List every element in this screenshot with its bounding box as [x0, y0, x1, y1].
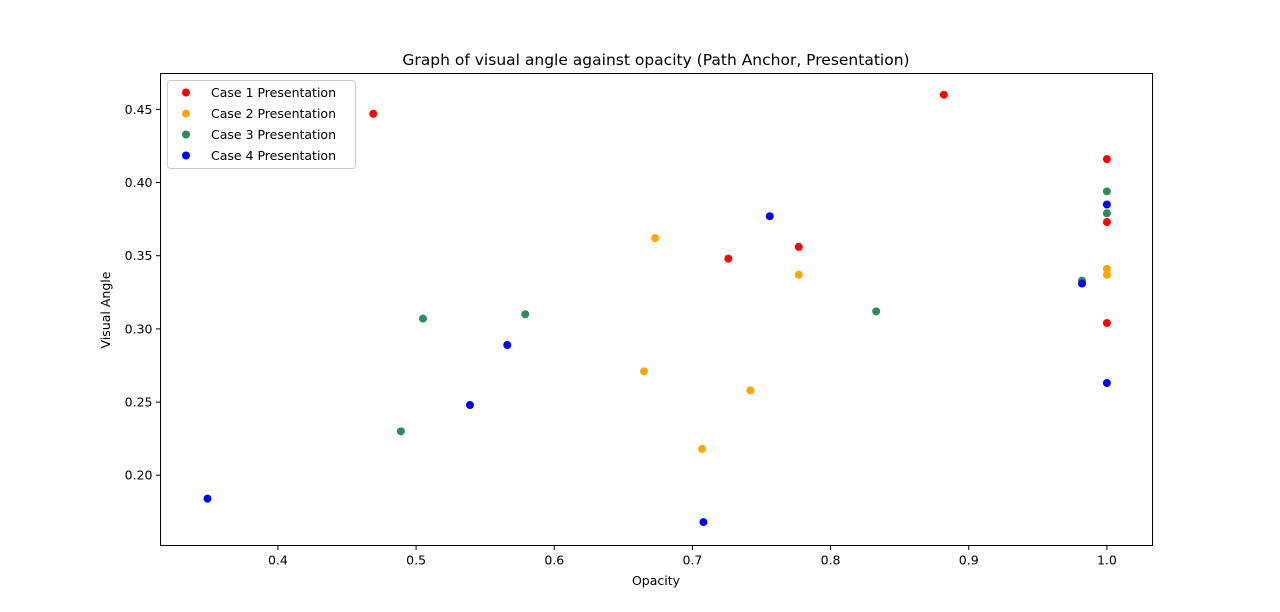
data-point-case-4 — [699, 518, 708, 527]
x-axis-label: Opacity — [632, 573, 681, 588]
data-point-case-3 — [396, 427, 405, 436]
data-point-case-4 — [1102, 200, 1111, 209]
x-tick-label: 1.0 — [1097, 553, 1117, 568]
data-point-case-4 — [1078, 279, 1087, 288]
legend-marker — [182, 130, 190, 139]
data-point-case-3 — [1102, 209, 1111, 218]
y-tick-label: 0.35 — [125, 248, 153, 263]
legend-marker — [182, 151, 190, 160]
data-point-case-4 — [465, 400, 474, 409]
legend-label: Case 2 Presentation — [211, 106, 336, 121]
data-point-case-2 — [746, 386, 755, 395]
y-tick-label: 0.45 — [125, 102, 153, 117]
legend-label: Case 3 Presentation — [211, 127, 336, 142]
x-tick-label: 0.4 — [268, 553, 288, 568]
x-tick-label: 0.9 — [959, 553, 979, 568]
y-tick-label: 0.30 — [125, 321, 153, 336]
y-tick-label: 0.40 — [125, 175, 153, 190]
legend-box — [167, 80, 356, 169]
x-tick-label: 0.7 — [682, 553, 702, 568]
x-tick-label: 0.8 — [821, 553, 841, 568]
data-point-case-1 — [1102, 319, 1111, 328]
plot-frame — [160, 73, 1153, 546]
y-tick-label: 0.25 — [125, 395, 153, 410]
data-point-case-2 — [698, 444, 707, 453]
chart-title: Graph of visual angle against opacity (P… — [402, 51, 909, 69]
data-point-case-2 — [640, 367, 649, 376]
data-point-case-1 — [794, 242, 803, 251]
data-point-case-2 — [1102, 270, 1111, 279]
data-point-case-4 — [765, 212, 774, 221]
data-point-case-4 — [503, 340, 512, 349]
data-point-case-3 — [419, 314, 428, 323]
legend: Case 1 Presentation Case 2 Presentation Ca… — [167, 80, 356, 169]
data-point-case-1 — [939, 90, 948, 99]
data-point-case-1 — [369, 109, 378, 118]
legend-label: Case 4 Presentation — [211, 148, 336, 163]
data-point-case-2 — [794, 270, 803, 279]
y-tick-label: 0.20 — [125, 468, 153, 483]
y-axis-label: Visual Angle — [98, 271, 113, 348]
data-point-case-4 — [203, 494, 212, 503]
legend-label: Case 1 Presentation — [211, 85, 336, 100]
legend-marker — [182, 109, 190, 118]
legend-marker — [182, 88, 190, 97]
data-point-case-3 — [872, 307, 881, 316]
data-point-case-1 — [724, 254, 733, 263]
data-point-case-1 — [1102, 218, 1111, 227]
data-point-case-1 — [1102, 155, 1111, 164]
data-point-case-2 — [651, 234, 660, 243]
data-point-case-3 — [521, 310, 530, 319]
x-tick-label: 0.5 — [406, 553, 426, 568]
data-point-case-4 — [1102, 379, 1111, 388]
points-layer — [203, 90, 1111, 527]
data-point-case-2 — [1102, 264, 1111, 273]
tick-layer: 0.4 0.5 0.6 0.7 0.8 0.9 1.0 0.20 0.25 0.30 0.35 0.4… — [125, 102, 1117, 568]
data-point-case-3 — [1102, 187, 1111, 196]
x-tick-label: 0.6 — [544, 553, 564, 568]
